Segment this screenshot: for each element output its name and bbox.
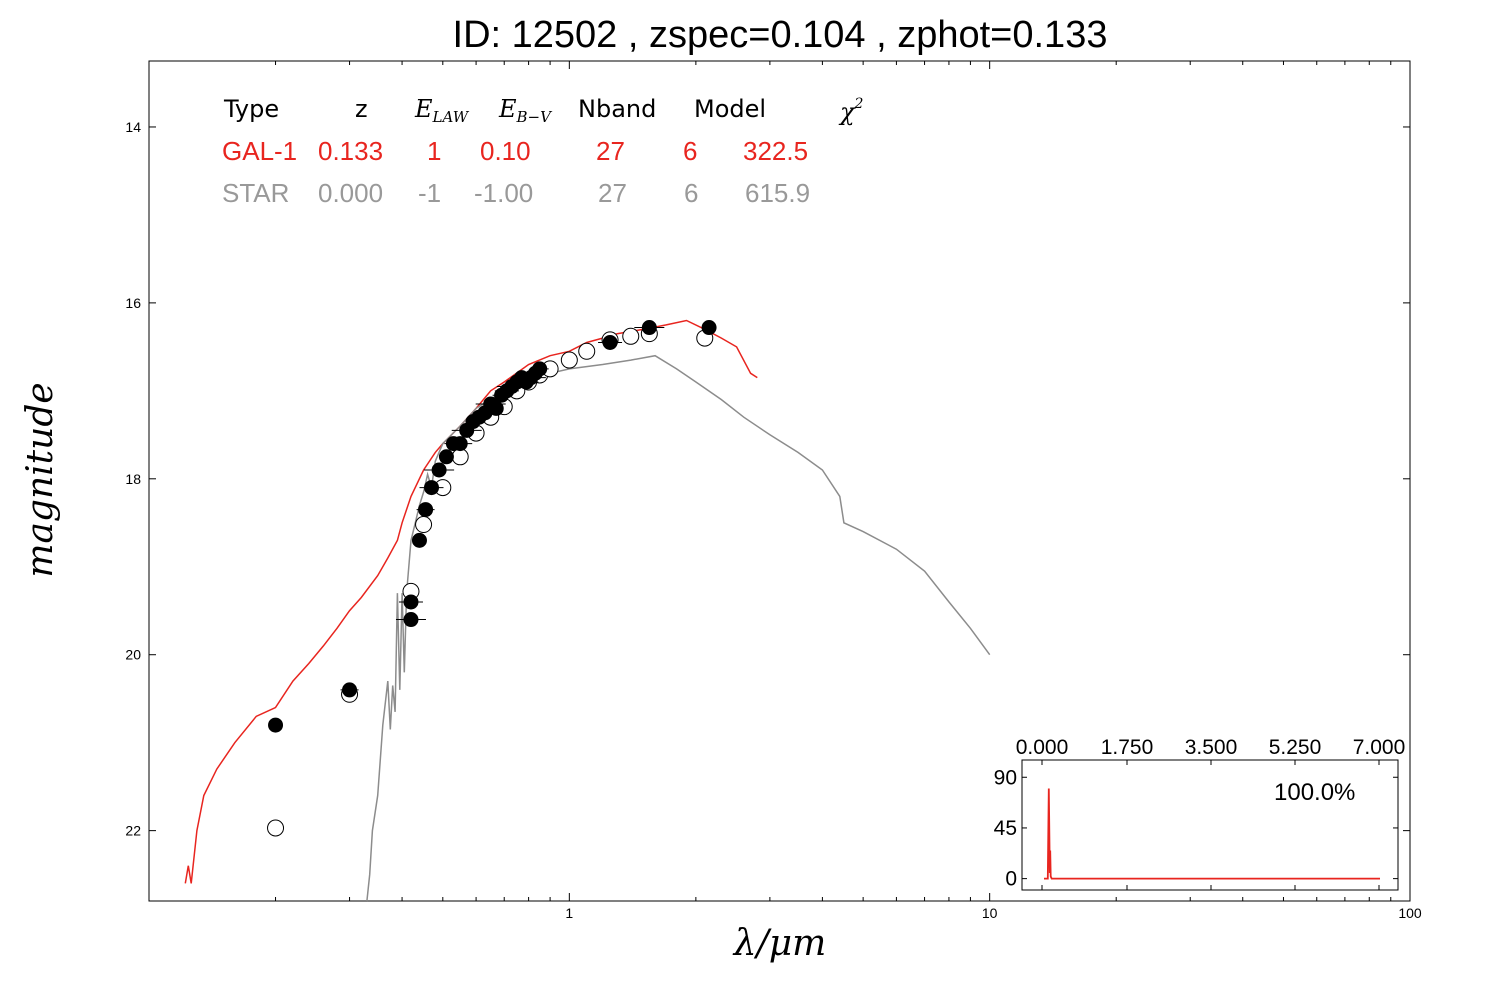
observed-point [268,717,284,733]
x-axis-label: λ/μm [732,923,826,964]
table-header-type: Type [223,95,279,123]
stats-table: Type z ELAW EB−V Nband Model χ2 GAL-1 0.… [222,95,864,208]
table-header-elaw: ELAW [414,95,470,126]
y-tick-label: 18 [125,471,141,487]
y-tick-label: 20 [125,647,141,663]
observed-point [641,320,657,336]
model-point [451,448,469,466]
observed-point [488,400,504,416]
model-point [578,342,596,360]
observed-point [431,462,447,478]
table-header-nband: Nband [578,95,656,123]
inset-y-tick-label: 90 [994,766,1017,789]
table-header-z: z [355,95,368,123]
x-axis-ticks: 1 10 100 [275,61,1422,921]
inset-x-tick-label: 3.500 [1185,736,1238,759]
observed-point [418,502,434,518]
x-tick-label: 1 [565,905,573,921]
table-row-gal-chi2: 322.5 [743,136,808,166]
inset-y-tick-label: 0 [1005,868,1017,891]
inset-pdf-line [1044,788,1380,880]
inset-x-tick-label: 1.750 [1101,736,1154,759]
plot-frame [148,60,1411,902]
observed-point [701,320,717,336]
series-line-gal-1 [184,319,758,884]
observed-point [424,480,440,496]
inset-chart: 0.000 1.750 3.500 5.250 7.000 0 45 90 100.0% [994,736,1406,891]
table-header-chi2: χ2 [838,96,864,126]
observed-point [342,682,358,698]
inset-frame [1021,759,1399,891]
x-tick-label: 100 [1398,905,1422,921]
inset-y-tick-label: 45 [994,817,1017,840]
table-row-star-chi2: 615.9 [745,178,810,208]
table-row-gal-elaw: 1 [427,136,441,166]
figure-title: ID: 12502 , zspec=0.104 , zphot=0.133 [452,14,1108,56]
inset-x-tick-label: 0.000 [1016,736,1069,759]
observed-point [532,361,548,377]
x-tick-label: 10 [982,905,998,921]
inset-x-tick-label: 5.250 [1269,736,1322,759]
y-tick-label: 14 [125,119,141,135]
observed-point [403,612,419,628]
table-row-star-z: 0.000 [318,178,383,208]
table-header-model: Model [694,95,766,123]
table-row-gal-z: 0.133 [318,136,383,166]
inset-x-tick-label: 7.000 [1353,736,1406,759]
y-tick-label: 22 [125,823,141,839]
table-row-gal-ebv: 0.10 [480,136,531,166]
inset-ticks: 0.000 1.750 3.500 5.250 7.000 0 45 90 [994,736,1406,891]
table-row-star-type: STAR [222,178,289,208]
model-point [415,516,433,534]
table-row-gal-model: 6 [683,136,697,166]
observed-point [438,449,454,465]
table-row-gal-type: GAL-1 [222,136,297,166]
observed-point [411,532,427,548]
table-row-star-model: 6 [684,178,698,208]
observed-point [452,436,468,452]
inset-percentage-label: 100.0% [1274,779,1355,806]
inset-series [1044,788,1380,880]
table-row-star-ebv: -1.00 [474,178,533,208]
table-row-gal-nband: 27 [596,136,625,166]
observed-point [602,334,618,350]
model-point [622,327,640,345]
table-header-ebv: EB−V [498,95,553,126]
observed-point [403,594,419,610]
y-axis-label: magnitude [20,382,61,577]
model-point [267,819,285,837]
table-row-star-nband: 27 [598,178,627,208]
model-point [560,351,578,369]
table-row-star-elaw: -1 [418,178,441,208]
series-layer [184,319,991,902]
y-tick-label: 16 [125,295,141,311]
